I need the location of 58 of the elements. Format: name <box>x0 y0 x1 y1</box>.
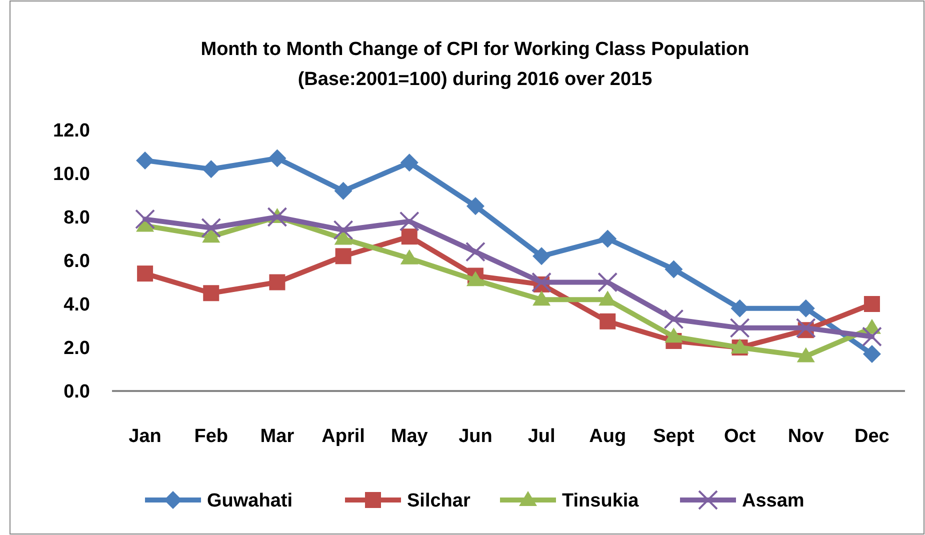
x-tick-label: Jul <box>528 426 556 447</box>
x-tick-label: Mar <box>260 426 295 447</box>
x-tick-label: Sept <box>653 426 695 447</box>
point <box>730 318 750 338</box>
point <box>267 207 288 227</box>
point <box>862 326 882 347</box>
point <box>334 182 352 200</box>
point <box>532 290 551 306</box>
point <box>796 347 815 362</box>
point <box>598 272 618 292</box>
x-tick-label: Jan <box>128 426 162 447</box>
legend-label: Assam <box>742 490 804 512</box>
x-tick-label: Aug <box>589 426 626 447</box>
legend-label: Guwahati <box>207 490 293 512</box>
point <box>862 345 881 364</box>
point <box>202 160 220 178</box>
legend-label: Tinsukia <box>562 490 640 512</box>
point <box>664 260 683 278</box>
point <box>333 220 354 240</box>
point <box>664 328 683 343</box>
point <box>532 247 551 266</box>
x-tick-label: Jun <box>458 426 492 447</box>
point <box>401 228 418 245</box>
y-tick-label: 0.0 <box>64 382 90 403</box>
point <box>466 197 484 216</box>
point <box>466 271 484 286</box>
point <box>137 266 154 282</box>
x-tick-label: Dec <box>854 426 890 447</box>
y-tick-label: 6.0 <box>64 251 90 272</box>
point <box>400 249 418 264</box>
x-tick-label: Nov <box>788 426 824 447</box>
point <box>269 274 286 290</box>
point <box>203 285 220 302</box>
x-tick-label: Feb <box>194 426 228 447</box>
y-tick-label: 4.0 <box>64 294 90 316</box>
point <box>600 313 616 330</box>
point <box>796 318 816 338</box>
y-tick-label: 8.0 <box>64 208 90 229</box>
point <box>400 154 418 172</box>
point <box>399 211 420 232</box>
x-tick-label: April <box>322 426 365 447</box>
point <box>532 272 552 292</box>
point <box>135 209 156 230</box>
x-tick-label: May <box>390 426 428 447</box>
point <box>664 309 684 330</box>
point <box>136 151 154 170</box>
point <box>268 149 286 168</box>
point <box>335 248 352 264</box>
point <box>465 242 486 262</box>
x-tick-label: Oct <box>724 426 756 447</box>
y-tick-label: 12.0 <box>53 120 90 142</box>
chart-title: Month to Month Change of CPI for Working Class Population (Base:2001=100) during 2016 over 2015 <box>200 39 750 90</box>
y-tick-label: 2.0 <box>64 338 90 360</box>
point <box>201 218 222 238</box>
y-tick-label: 10.0 <box>53 164 90 186</box>
point <box>864 296 880 312</box>
legend-label: Silchar <box>407 490 471 512</box>
point <box>598 230 617 248</box>
